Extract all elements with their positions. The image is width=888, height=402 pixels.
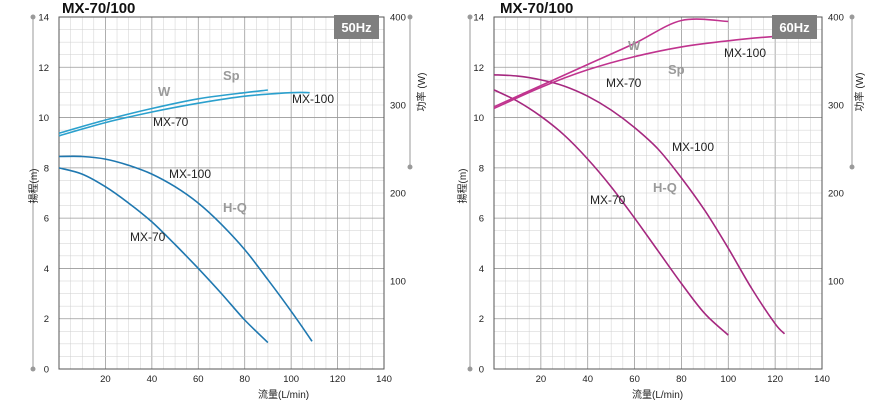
axis-end-dot [849, 14, 855, 20]
y-tick-label-left: 12 [473, 63, 484, 74]
y-tick-label-left: 10 [38, 113, 49, 124]
y-tick-label-left: 0 [479, 365, 484, 376]
x-tick-label: 60 [193, 374, 204, 385]
y-tick-labels-right: 100 200 300 400 [390, 13, 406, 288]
x-tick-label: 20 [100, 374, 111, 385]
annotation-hq: H-Q [223, 200, 247, 215]
x-tick-label: 20 [536, 374, 547, 385]
axis-end-dot [407, 14, 413, 20]
curve-label-mx100-w: MX-100 [724, 46, 766, 60]
x-tick-label: 40 [582, 374, 593, 385]
axis-end-dot [30, 366, 36, 372]
series-mx70-w-line [58, 89, 269, 134]
y-axis-label-left: 揚程(m) [27, 169, 40, 204]
y-tick-label-right: 100 [828, 277, 844, 288]
y-tick-label-left: 4 [44, 264, 49, 275]
y-tick-label-left: 0 [44, 365, 49, 376]
chart-title: MX-70/100 [500, 0, 573, 17]
grid [493, 16, 823, 370]
axes [30, 14, 413, 372]
curve-label-mx70-hq: MX-70 [590, 193, 626, 207]
y-tick-label-right: 300 [828, 101, 844, 112]
axis-end-dot [407, 164, 413, 170]
plot-border [58, 16, 385, 370]
y-tick-label-left: 12 [38, 63, 49, 74]
x-tick-label: 120 [767, 374, 783, 385]
series-mx70-w-line [493, 18, 729, 108]
series-mx100-hq-line [493, 74, 786, 335]
y-tick-label-left: 14 [473, 13, 484, 24]
y-tick-label-left: 8 [44, 163, 49, 174]
y-tick-label-left: 4 [479, 264, 484, 275]
frequency-badge [334, 15, 379, 39]
y-tick-label-left: 14 [38, 13, 49, 24]
x-tick-labels: 20 40 60 80 100 120 140 [100, 374, 392, 385]
frequency-badge-label: 50Hz [341, 20, 372, 35]
chart-title: MX-70/100 [62, 0, 135, 17]
y-tick-label-left: 6 [44, 214, 49, 225]
y-tick-labels-right: 100 200 300 400 [828, 13, 844, 288]
series-mx100-w-line [58, 91, 310, 137]
y-tick-label-left: 2 [44, 314, 49, 325]
x-tick-label: 80 [239, 374, 250, 385]
x-tick-label: 120 [330, 374, 346, 385]
y-tick-labels-left: 0 2 4 6 8 10 12 14 [473, 13, 484, 376]
y-tick-label-left: 6 [479, 214, 484, 225]
axis-end-dot [467, 366, 473, 372]
y-axis-label-right: 功率 (W) [415, 73, 428, 112]
axis-end-dot [467, 14, 473, 20]
x-tick-labels: 20 40 60 80 100 120 140 [536, 374, 830, 385]
y-tick-label-right: 100 [390, 277, 406, 288]
y-tick-label-right: 400 [828, 13, 844, 24]
axis-end-dot [30, 14, 36, 20]
annotation-hq: H-Q [653, 180, 677, 195]
frequency-badge-label: 60Hz [779, 20, 810, 35]
frequency-badge [772, 15, 817, 39]
y-axis-label-right: 功率 (W) [853, 73, 866, 112]
curve-label-mx100-w: MX-100 [292, 92, 334, 106]
chart-60hz: MX-70/100 20 40 60 80 100 120 140 02468101214 … [456, 0, 866, 401]
y-tick-label-right: 300 [390, 101, 406, 112]
annotation-sp: Sp [668, 62, 685, 77]
annotation-w: W [158, 84, 171, 99]
curve-label-mx70-w: MX-70 [606, 76, 642, 90]
x-tick-label: 40 [147, 374, 158, 385]
x-tick-label: 140 [814, 374, 830, 385]
y-tick-label-left: 8 [479, 163, 484, 174]
plot-border [493, 16, 823, 370]
x-axis-label: 流量(L/min) [632, 388, 683, 401]
curve-label-mx100-hq: MX-100 [672, 140, 714, 154]
axis-end-dot [849, 164, 855, 170]
x-tick-label: 140 [376, 374, 392, 385]
x-tick-label: 100 [283, 374, 299, 385]
annotation-sp: Sp [223, 68, 240, 83]
grid [58, 16, 385, 370]
y-tick-labels-left: 0 2 4 6 8 10 12 14 [38, 13, 49, 376]
x-axis-label: 流量(L/min) [258, 388, 309, 401]
annotation-w: W [628, 38, 641, 53]
curve-label-mx70-hq: MX-70 [130, 230, 166, 244]
series-lines [493, 18, 786, 336]
y-tick-label-right: 200 [828, 189, 844, 200]
curve-label-mx100-hq: MX-100 [169, 167, 211, 181]
curve-label-mx70-w: MX-70 [153, 115, 189, 129]
y-axis-label-left: 揚程(m) [456, 169, 469, 204]
series-mx70-hq-line [58, 167, 269, 344]
series-lines [58, 89, 313, 344]
x-tick-label: 80 [676, 374, 687, 385]
series-mx70-hq-line [493, 89, 729, 336]
x-tick-label: 60 [629, 374, 640, 385]
axes [467, 14, 855, 372]
chart-50hz: MX-70/100 20 40 60 80 100 120 140 02468101214 … [27, 0, 428, 401]
y-tick-label-right: 200 [390, 189, 406, 200]
series-mx100-hq-line [58, 155, 313, 342]
y-tick-label-right: 400 [390, 13, 406, 24]
y-tick-label-left: 2 [479, 314, 484, 325]
y-tick-label-left: 10 [473, 113, 484, 124]
x-tick-label: 100 [720, 374, 736, 385]
